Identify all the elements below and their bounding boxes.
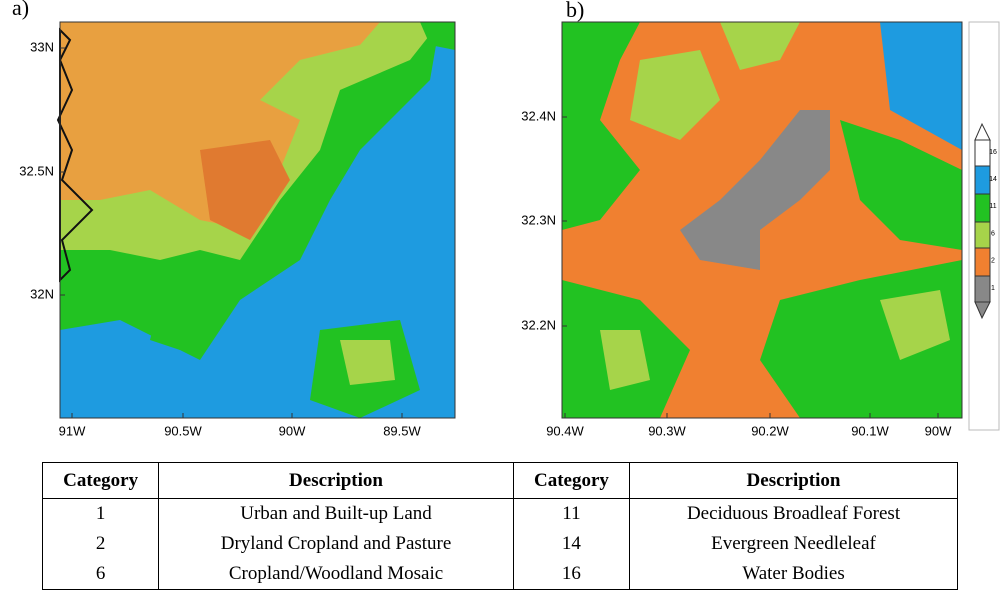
y-tick-label: 32.3N bbox=[521, 212, 556, 227]
table-cell: 1 bbox=[41, 498, 160, 529]
colorbar bbox=[968, 21, 1000, 431]
table-row: 2 Dryland Cropland and Pasture 14 Evergreen… bbox=[41, 529, 958, 559]
y-tick-label: 32.5N bbox=[19, 163, 54, 178]
table-cell: 16 bbox=[512, 559, 631, 590]
x-tick-label: 90.1W bbox=[851, 423, 889, 438]
x-tick-label: 90W bbox=[925, 423, 952, 438]
figure: a) 33N 32.5N 32N 91W 90.5W 90W 89.5W b) 32.4N 32.3… bbox=[12, 0, 1000, 438]
x-tick-label: 90.4W bbox=[546, 423, 584, 438]
table-cell: Urban and Built-up Land bbox=[158, 498, 514, 529]
x-tick-label: 90.5W bbox=[164, 423, 202, 438]
y-tick-label: 32.4N bbox=[521, 108, 556, 123]
table-header: Category Description Category Description bbox=[41, 462, 958, 499]
table-cell: 11 bbox=[512, 498, 631, 529]
table-body: 1 Urban and Built-up Land 11 Deciduous Broa… bbox=[41, 498, 958, 590]
panel-label: a) bbox=[12, 0, 29, 20]
table-cell: Evergreen Needleleaf bbox=[629, 529, 958, 559]
colorbar-label: 1 bbox=[991, 285, 995, 292]
table-cell: Deciduous Broadleaf Forest bbox=[629, 498, 958, 529]
column-header: Category bbox=[512, 462, 631, 499]
table-row: 6 Cropland/Woodland Mosaic 16 Water Bodies bbox=[41, 559, 958, 590]
table-cell: Dryland Cropland and Pasture bbox=[158, 529, 514, 559]
x-tick-label: 90.2W bbox=[751, 423, 789, 438]
map-b bbox=[561, 21, 963, 419]
table-cell: 14 bbox=[512, 529, 631, 559]
table-cell: Cropland/Woodland Mosaic bbox=[158, 559, 514, 590]
y-tick-label: 32.2N bbox=[521, 317, 556, 332]
colorbar-label: 14 bbox=[989, 176, 997, 183]
y-tick-label: 32N bbox=[30, 286, 54, 301]
column-header: Category bbox=[41, 462, 160, 499]
x-tick-label: 90.3W bbox=[648, 423, 686, 438]
y-tick-label: 33N bbox=[30, 39, 54, 54]
table-cell: Water Bodies bbox=[629, 559, 958, 590]
map-a bbox=[56, 21, 456, 419]
column-header: Description bbox=[629, 462, 958, 499]
column-header: Description bbox=[158, 462, 514, 499]
category-table: Category Description Category Description 1… bbox=[41, 462, 958, 590]
table-cell: 2 bbox=[41, 529, 160, 559]
x-tick-label: 90W bbox=[279, 423, 306, 438]
colorbar-label: 11 bbox=[989, 203, 996, 210]
colorbar-label: 16 bbox=[989, 149, 997, 156]
colorbar-label: 6 bbox=[991, 230, 995, 237]
x-tick-label: 91W bbox=[59, 423, 86, 438]
panel-label: b) bbox=[566, 0, 584, 22]
table-cell: 6 bbox=[41, 559, 160, 590]
table-row: 1 Urban and Built-up Land 11 Deciduous Broa… bbox=[41, 498, 958, 529]
x-tick-label: 89.5W bbox=[383, 423, 421, 438]
colorbar-label: 2 bbox=[991, 258, 995, 265]
